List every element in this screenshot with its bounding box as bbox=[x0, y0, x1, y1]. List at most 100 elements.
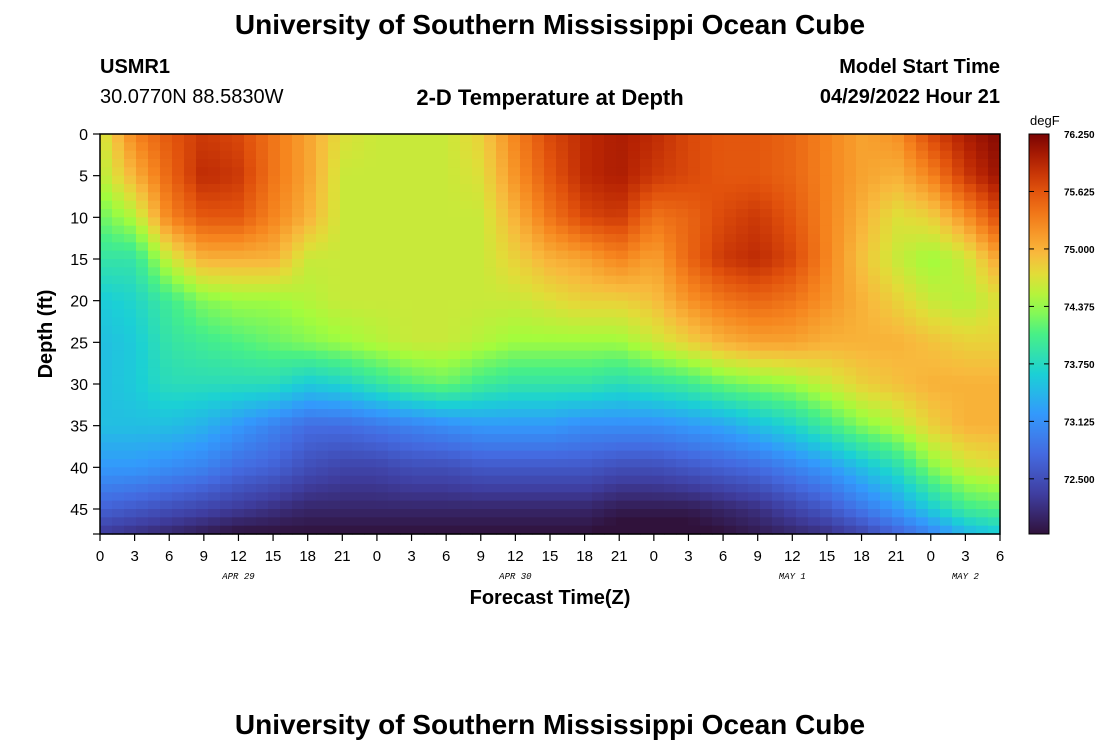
heatmap-cell bbox=[796, 317, 809, 327]
heatmap-cell bbox=[712, 384, 725, 393]
heatmap-cell bbox=[856, 309, 869, 318]
heatmap-cell bbox=[352, 384, 365, 393]
heatmap-cell bbox=[256, 350, 269, 360]
heatmap-cell bbox=[280, 334, 293, 343]
heatmap-cell bbox=[268, 284, 281, 293]
heatmap-cell bbox=[940, 275, 953, 285]
heatmap-cell bbox=[712, 392, 725, 402]
heatmap-cell bbox=[364, 350, 377, 360]
heatmap-cell bbox=[268, 409, 281, 418]
heatmap-cell bbox=[424, 242, 437, 252]
heatmap-cell bbox=[532, 392, 545, 402]
heatmap-cell bbox=[292, 442, 305, 452]
heatmap-cell bbox=[340, 367, 353, 377]
heatmap-cell bbox=[100, 475, 113, 485]
heatmap-cell bbox=[124, 309, 137, 318]
heatmap-cell bbox=[688, 217, 701, 227]
heatmap-cell bbox=[124, 525, 137, 535]
heatmap-cell bbox=[292, 334, 305, 343]
heatmap-cell bbox=[592, 200, 605, 210]
heatmap-cell bbox=[868, 517, 881, 527]
heatmap-cell bbox=[700, 209, 713, 218]
heatmap-cell bbox=[172, 325, 185, 335]
heatmap-cell bbox=[292, 434, 305, 443]
heatmap-cell bbox=[868, 267, 881, 277]
heatmap-cell bbox=[592, 500, 605, 510]
heatmap-cell bbox=[616, 159, 629, 168]
heatmap-cell bbox=[412, 325, 425, 335]
heatmap-cell bbox=[664, 134, 677, 143]
heatmap-cell bbox=[388, 217, 401, 227]
heatmap-cell bbox=[136, 434, 149, 443]
heatmap-cell bbox=[940, 409, 953, 418]
heatmap-cell bbox=[736, 350, 749, 360]
heatmap-cell bbox=[556, 292, 569, 302]
heatmap-cell bbox=[232, 325, 245, 335]
heatmap-cell bbox=[844, 300, 857, 310]
heatmap-cell bbox=[676, 400, 689, 410]
heatmap-cell bbox=[232, 359, 245, 368]
heatmap-cell bbox=[280, 467, 293, 477]
heatmap-cell bbox=[256, 225, 269, 235]
heatmap-cell bbox=[616, 342, 629, 352]
heatmap-cell bbox=[352, 400, 365, 410]
heatmap-cell bbox=[592, 484, 605, 493]
heatmap-cell bbox=[532, 334, 545, 343]
heatmap-cell bbox=[556, 159, 569, 168]
heatmap-cell bbox=[976, 192, 989, 202]
heatmap-cell bbox=[424, 209, 437, 218]
heatmap-cell bbox=[580, 150, 593, 160]
heatmap-cell bbox=[892, 400, 905, 410]
heatmap-cell bbox=[604, 434, 617, 443]
heatmap-cell bbox=[712, 234, 725, 243]
heatmap-cell bbox=[820, 475, 833, 485]
heatmap-cell bbox=[952, 350, 965, 360]
heatmap-cell bbox=[220, 475, 233, 485]
heatmap-cell bbox=[964, 342, 977, 352]
heatmap-cell bbox=[616, 492, 629, 502]
heatmap-cell bbox=[664, 417, 677, 427]
heatmap-cell bbox=[532, 467, 545, 477]
heatmap-cell bbox=[844, 250, 857, 260]
heatmap-cell bbox=[628, 384, 641, 393]
heatmap-cell bbox=[268, 400, 281, 410]
heatmap-cell bbox=[580, 234, 593, 243]
heatmap-cell bbox=[340, 300, 353, 310]
heatmap-cell bbox=[688, 184, 701, 193]
heatmap-cell bbox=[316, 259, 329, 268]
heatmap-cell bbox=[412, 225, 425, 235]
heatmap-cell bbox=[508, 309, 521, 318]
heatmap-cell bbox=[232, 342, 245, 352]
heatmap-cell bbox=[100, 150, 113, 160]
heatmap-cell bbox=[508, 392, 521, 402]
heatmap-cell bbox=[340, 325, 353, 335]
heatmap-cell bbox=[712, 192, 725, 202]
heatmap-cell bbox=[856, 509, 869, 518]
heatmap-cell bbox=[508, 175, 521, 185]
heatmap-cell bbox=[688, 150, 701, 160]
heatmap-cell bbox=[928, 525, 941, 535]
heatmap-cell bbox=[472, 175, 485, 185]
heatmap-cell bbox=[460, 350, 473, 360]
heatmap-cell bbox=[196, 459, 209, 468]
heatmap-cell bbox=[172, 492, 185, 502]
heatmap-cell bbox=[472, 192, 485, 202]
heatmap-cell bbox=[496, 175, 509, 185]
heatmap-cell bbox=[724, 317, 737, 327]
heatmap-cell bbox=[712, 134, 725, 143]
heatmap-cell bbox=[268, 159, 281, 168]
heatmap-cell bbox=[628, 342, 641, 352]
heatmap-cell bbox=[424, 484, 437, 493]
heatmap-cell bbox=[340, 275, 353, 285]
heatmap-cell bbox=[892, 442, 905, 452]
heatmap-cell bbox=[472, 417, 485, 427]
day-label: MAY 1 bbox=[779, 572, 806, 582]
heatmap-cell bbox=[664, 192, 677, 202]
heatmap-cell bbox=[640, 359, 653, 368]
heatmap-cell bbox=[136, 292, 149, 302]
heatmap-cell bbox=[532, 317, 545, 327]
y-tick-label: 0 bbox=[79, 127, 88, 144]
heatmap-cell bbox=[988, 334, 1001, 343]
heatmap-cell bbox=[508, 292, 521, 302]
heatmap-cell bbox=[760, 392, 773, 402]
